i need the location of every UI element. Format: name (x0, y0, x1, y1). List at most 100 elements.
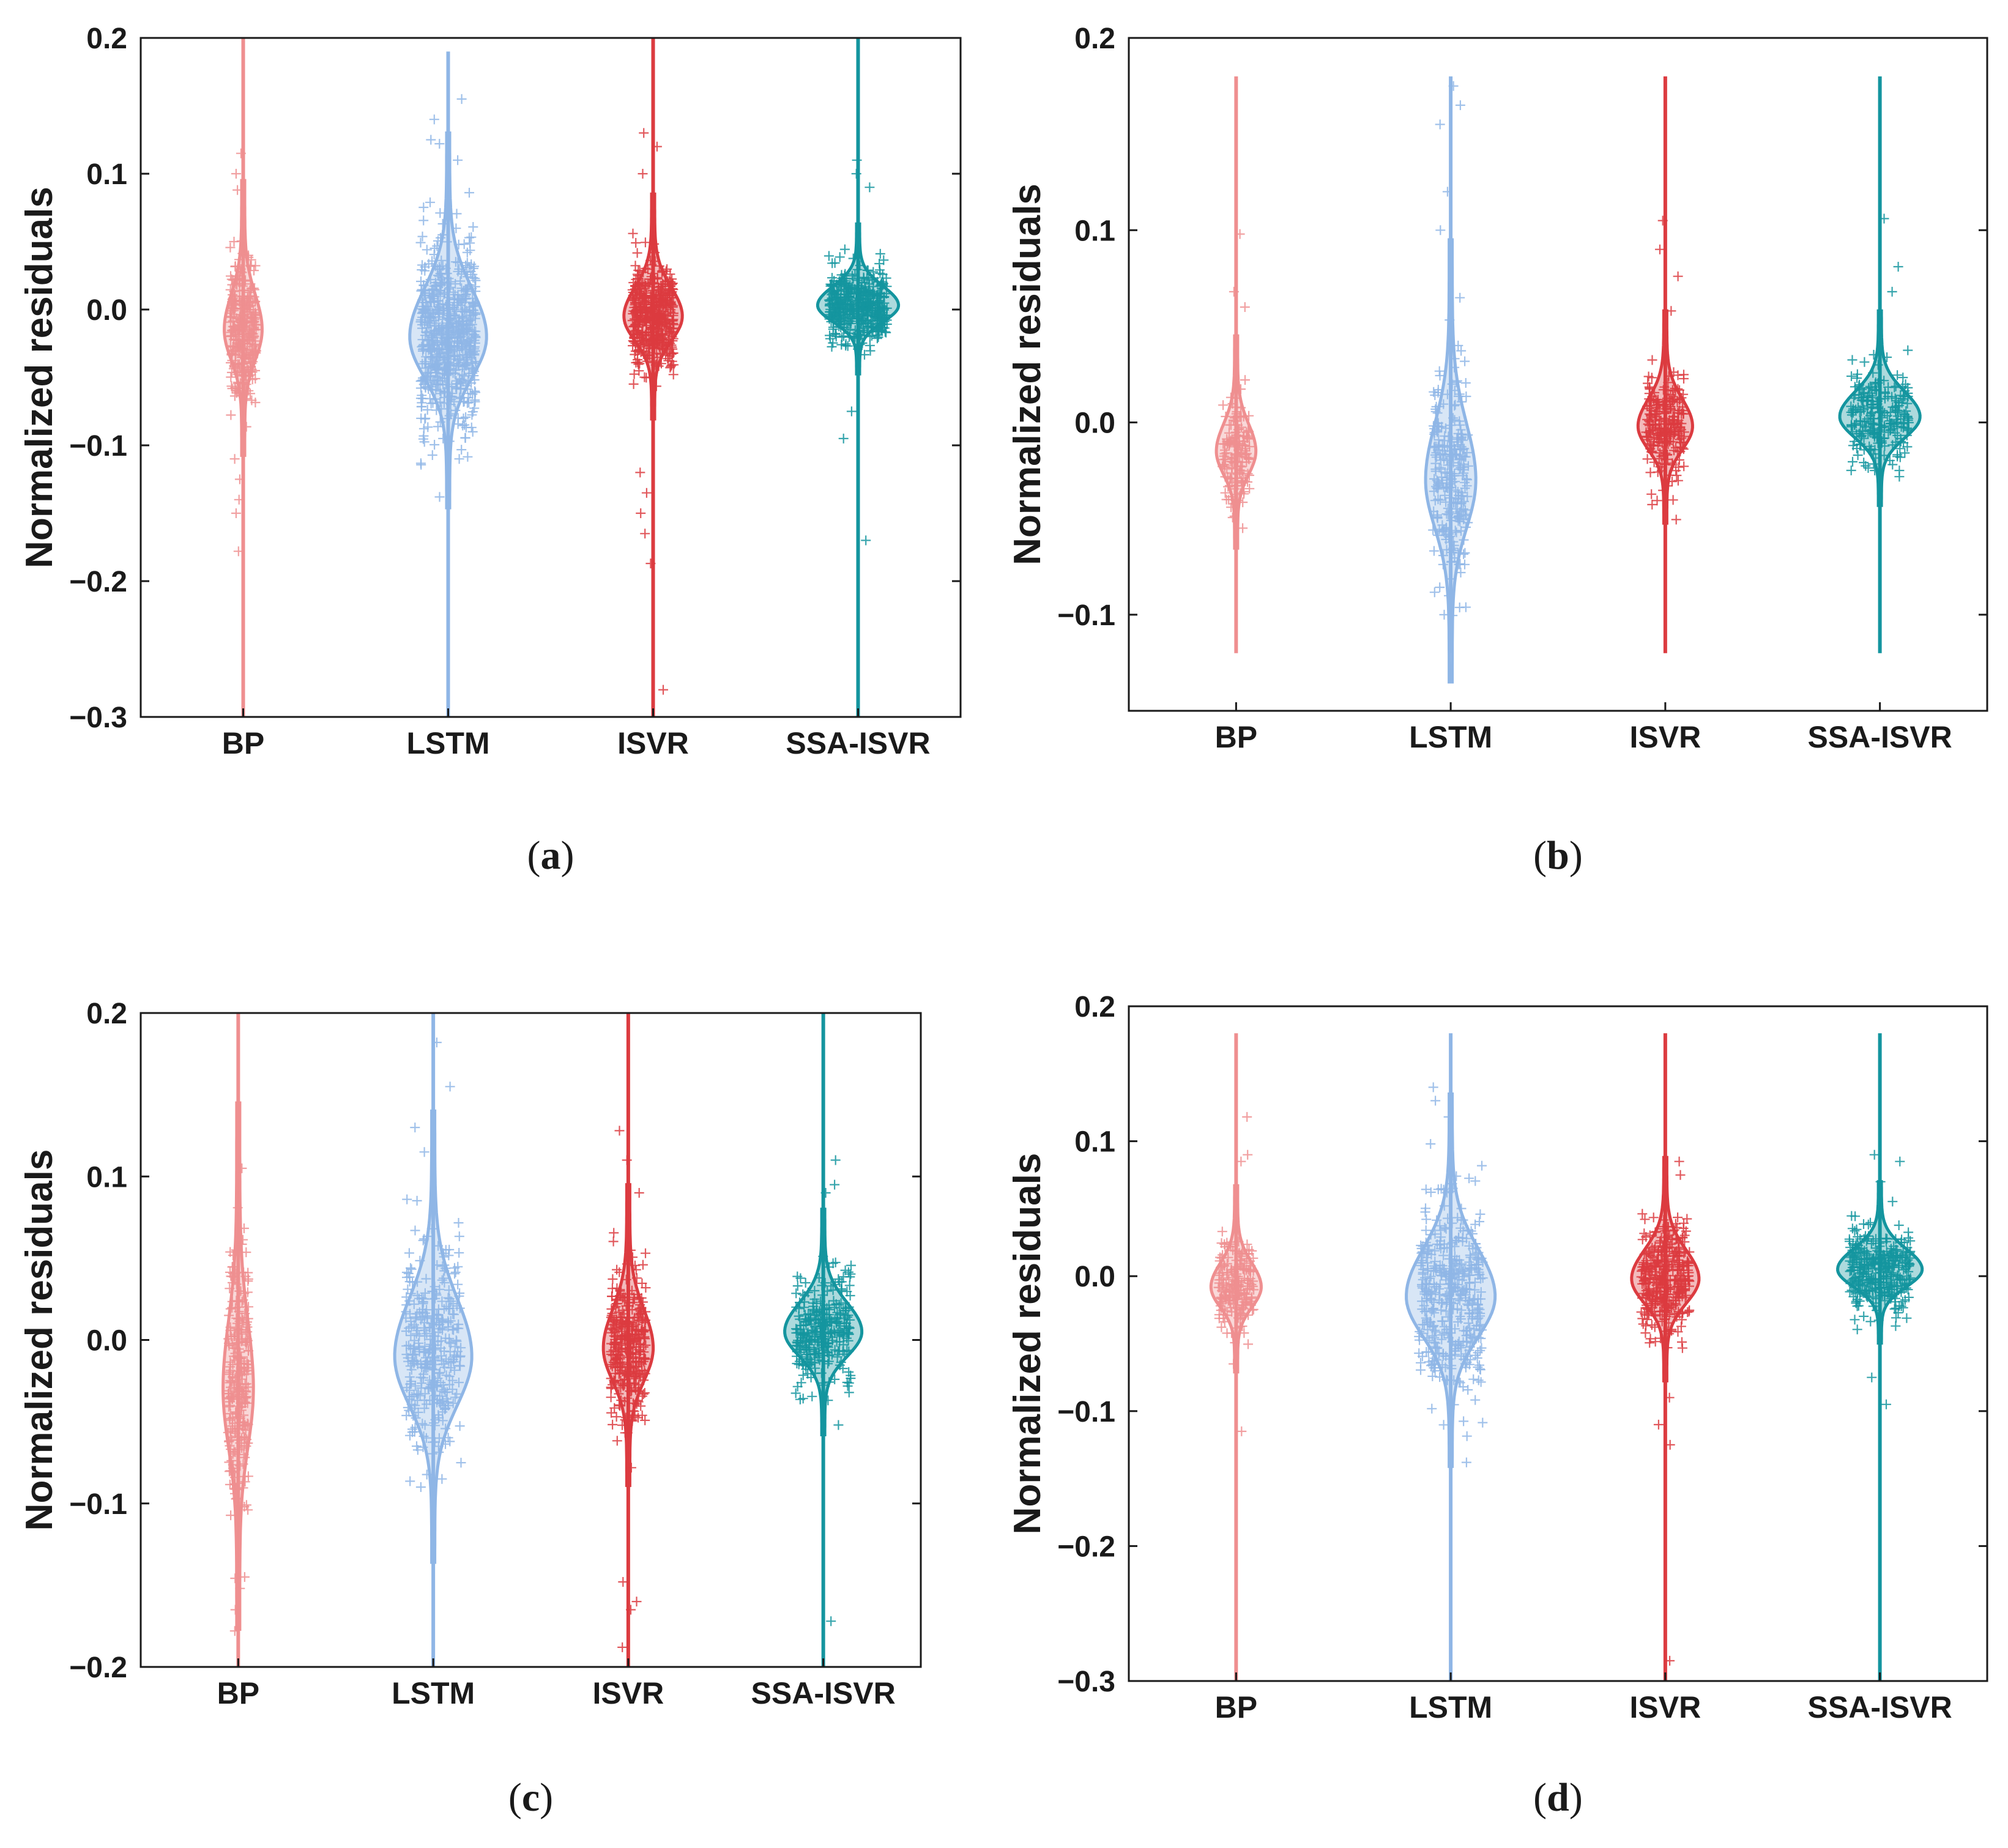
residual-point (237, 1443, 247, 1453)
residual-point (1443, 1111, 1454, 1122)
residual-point (1449, 441, 1459, 451)
residual-point (411, 1312, 421, 1323)
residual-point (1470, 1176, 1481, 1186)
residual-point (1440, 490, 1450, 500)
residual-point (818, 1251, 828, 1261)
residual-point (1449, 553, 1460, 563)
series-isvr (601, 1013, 655, 1667)
residual-point (1464, 1173, 1474, 1184)
residual-point (854, 280, 865, 291)
residual-point (836, 284, 847, 295)
residual-point (1456, 526, 1466, 536)
residual-point (1238, 497, 1248, 508)
residual-point (1673, 384, 1683, 394)
residual-point (1244, 483, 1255, 494)
residual-point (434, 492, 445, 502)
residual-point (1643, 434, 1653, 445)
residual-point (418, 1307, 428, 1317)
residual-point (1642, 1315, 1652, 1324)
residual-point (1430, 1245, 1440, 1256)
residual-point (237, 1163, 247, 1173)
residual-point (1439, 1321, 1449, 1332)
residual-point (630, 281, 641, 291)
residual-point (641, 488, 652, 498)
residual-point (1645, 383, 1655, 393)
residual-point (1426, 1360, 1436, 1371)
residual-point (1880, 388, 1891, 398)
residual-point (641, 1283, 651, 1293)
residual-point (468, 299, 478, 309)
residual-point (1447, 1179, 1457, 1189)
residual-point (1221, 448, 1232, 458)
residual-point (235, 1354, 245, 1364)
residual-point (1442, 455, 1452, 466)
residual-point (439, 276, 449, 287)
y-tick-label: −0.2 (69, 1652, 127, 1684)
residual-point (875, 248, 885, 259)
residual-point (1221, 1292, 1232, 1302)
residual-point (846, 1260, 856, 1271)
residual-point (634, 1334, 644, 1344)
residual-point (1419, 1249, 1429, 1259)
residual-point (426, 376, 436, 386)
residual-point (846, 1373, 856, 1384)
residual-point (422, 1329, 432, 1339)
residual-point (831, 280, 842, 290)
residual-point (615, 1401, 625, 1411)
residual-point (839, 244, 850, 254)
residual-point (442, 348, 452, 358)
residual-point (237, 1325, 247, 1335)
residual-point (1445, 315, 1455, 325)
residual-point (1649, 457, 1659, 467)
residual-point (635, 467, 645, 478)
residual-point (1853, 450, 1863, 461)
residual-point (434, 1433, 444, 1443)
residual-point (638, 169, 648, 179)
residual-point (425, 292, 435, 303)
residual-point (1433, 385, 1443, 395)
residual-point (232, 1424, 242, 1434)
residual-point (429, 1418, 439, 1428)
residual-point (402, 1194, 412, 1204)
residual-point (242, 1419, 253, 1428)
residual-point (1430, 1341, 1441, 1352)
residual-point (428, 1449, 437, 1459)
residual-point (423, 345, 434, 355)
residual-point (666, 360, 677, 370)
residual-point (830, 328, 841, 339)
residual-point (1475, 1319, 1486, 1330)
residual-point (1442, 1243, 1452, 1253)
residual-point (639, 1353, 650, 1364)
residual-point (1887, 391, 1897, 402)
residual-point (1214, 1256, 1225, 1266)
residual-point (425, 1357, 435, 1368)
residual-point (458, 286, 469, 296)
residual-point (1229, 511, 1240, 521)
residual-point (824, 1338, 834, 1348)
residual-point (403, 1353, 413, 1363)
residual-point (633, 1397, 644, 1407)
residual-point (437, 340, 448, 350)
residual-point (634, 1188, 644, 1198)
residual-point (1872, 385, 1881, 395)
residual-point (227, 1271, 237, 1282)
residual-point (606, 1304, 617, 1314)
residual-point (1441, 1375, 1451, 1385)
residual-point (1240, 375, 1250, 385)
residual-point (1455, 100, 1465, 110)
residual-point (1220, 488, 1230, 498)
residual-point (1429, 1261, 1439, 1271)
residual-point (1432, 512, 1443, 522)
residual-point (447, 333, 457, 343)
residual-point (862, 265, 872, 275)
residual-point (440, 355, 450, 365)
panel-d: −0.3−0.2−0.10.00.10.2BP LSTM ISVR SSA-ISVRN… (1006, 991, 1988, 1820)
residual-point (839, 292, 850, 303)
residual-point (415, 393, 426, 404)
panel-a: −0.3−0.2−0.10.00.10.2BP LSTM ISVR SSA-ISVRN… (18, 23, 962, 878)
residual-point (418, 202, 429, 212)
residual-point (231, 1483, 241, 1493)
residual-point (839, 306, 850, 316)
residual-point (1230, 450, 1240, 460)
y-tick-label: 0.2 (86, 23, 127, 55)
